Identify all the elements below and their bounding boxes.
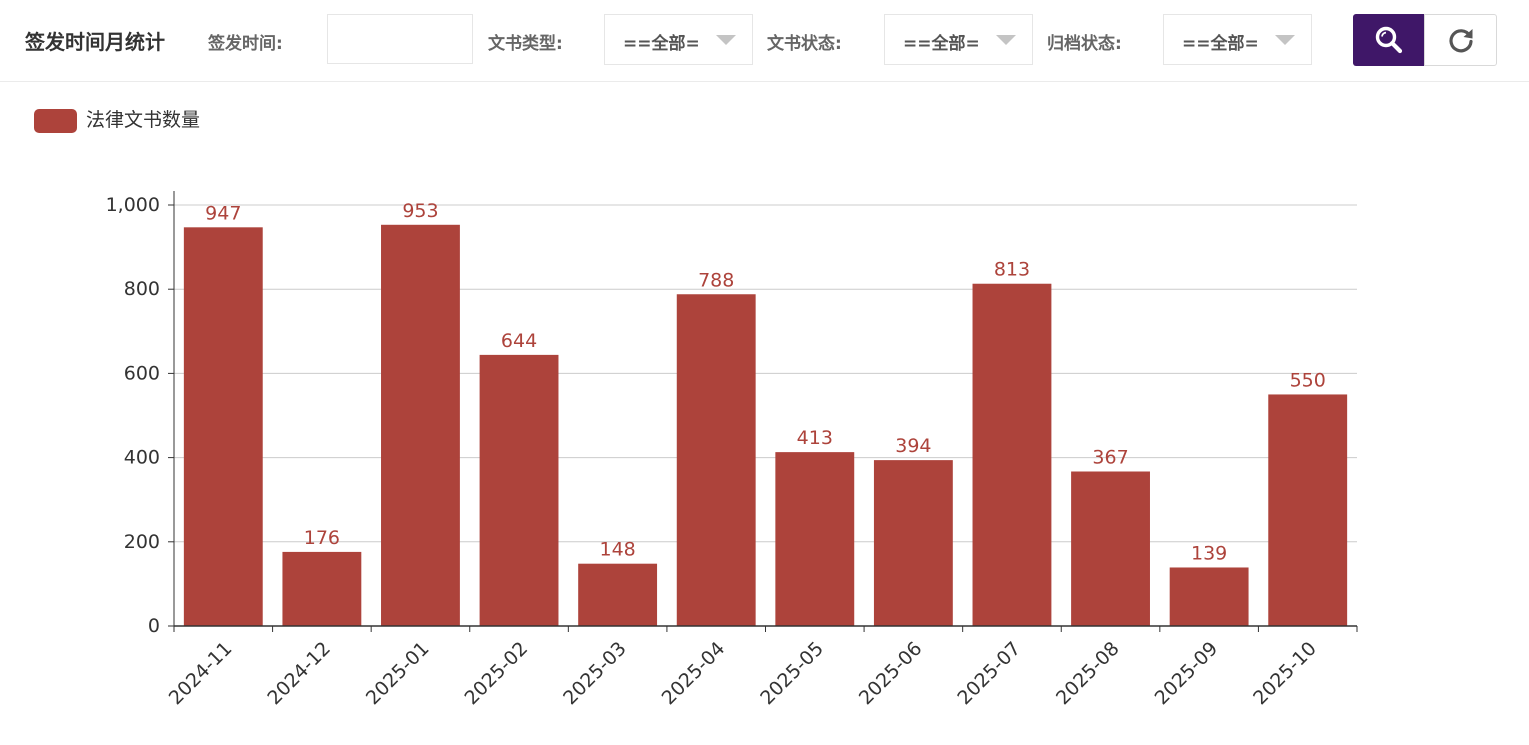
doc-type-label: 文书类型: bbox=[488, 34, 563, 54]
doc-type-select[interactable]: ==全部= bbox=[604, 14, 753, 65]
y-tick-label: 0 bbox=[148, 615, 160, 637]
doc-status-select[interactable]: ==全部= bbox=[884, 14, 1033, 65]
bar bbox=[676, 294, 756, 626]
y-tick-label: 800 bbox=[124, 278, 160, 300]
chevron-down-icon bbox=[716, 35, 736, 45]
chevron-down-icon bbox=[996, 35, 1016, 45]
bar bbox=[183, 227, 263, 627]
data-label: 176 bbox=[304, 527, 340, 549]
bar bbox=[1071, 471, 1150, 626]
data-label: 947 bbox=[205, 202, 241, 224]
data-label: 139 bbox=[1191, 542, 1227, 564]
y-tick-label: 200 bbox=[124, 531, 160, 553]
refresh-icon bbox=[1448, 29, 1473, 53]
x-tick-label: 2025-06 bbox=[855, 638, 927, 710]
legend-swatch bbox=[34, 109, 77, 133]
x-tick-label: 2025-01 bbox=[362, 638, 434, 710]
x-tick-label: 2025-04 bbox=[658, 638, 730, 710]
archive-status-value: ==全部= bbox=[1182, 34, 1259, 54]
x-tick-label: 2025-02 bbox=[460, 638, 532, 710]
bar bbox=[282, 551, 362, 626]
x-tick-label: 2025-08 bbox=[1052, 638, 1124, 710]
data-label: 813 bbox=[994, 259, 1030, 281]
reset-button[interactable] bbox=[1424, 14, 1497, 66]
data-label: 367 bbox=[1092, 446, 1128, 468]
doc-type-value: ==全部= bbox=[623, 34, 700, 54]
bar bbox=[479, 354, 559, 626]
data-label: 788 bbox=[698, 269, 734, 291]
page-title: 签发时间月统计 bbox=[25, 30, 165, 54]
data-label: 644 bbox=[501, 330, 537, 352]
x-tick-label: 2025-05 bbox=[756, 638, 828, 710]
sign-time-input[interactable] bbox=[327, 14, 473, 64]
bar bbox=[1268, 394, 1348, 626]
chart-container: 法律文书数量 0 200 400 600 800 1,000 947 176 953 644 148… bbox=[0, 83, 1529, 745]
data-label: 394 bbox=[895, 435, 931, 457]
data-label: 413 bbox=[797, 427, 833, 449]
doc-status-value: ==全部= bbox=[903, 34, 980, 54]
y-tick-label: 400 bbox=[124, 447, 160, 469]
x-tick-label: 2024-12 bbox=[263, 638, 335, 710]
bar bbox=[775, 452, 855, 626]
sign-time-label: 签发时间: bbox=[208, 34, 283, 54]
bar bbox=[381, 224, 460, 627]
bar bbox=[873, 460, 953, 626]
data-label: 148 bbox=[599, 539, 635, 561]
y-tick-label: 600 bbox=[124, 362, 160, 384]
bar bbox=[1169, 567, 1249, 626]
x-tick-label: 2025-03 bbox=[559, 638, 631, 710]
archive-status-label: 归档状态: bbox=[1047, 34, 1122, 54]
bar-chart: 0 200 400 600 800 1,000 947 176 953 644 148 788 413 3… bbox=[106, 191, 1358, 710]
search-icon bbox=[1375, 26, 1403, 54]
x-tick-label: 2025-07 bbox=[953, 638, 1025, 710]
bar bbox=[578, 563, 658, 626]
data-label: 953 bbox=[402, 200, 438, 222]
x-tick-label: 2024-11 bbox=[165, 638, 237, 710]
doc-status-label: 文书状态: bbox=[767, 34, 842, 54]
x-tick-label: 2025-09 bbox=[1151, 638, 1223, 710]
chevron-down-icon bbox=[1275, 35, 1295, 45]
filter-toolbar: 签发时间月统计 签发时间: 文书类型: ==全部= 文书状态: ==全部= 归档… bbox=[0, 0, 1529, 82]
data-label: 550 bbox=[1290, 369, 1326, 391]
search-button[interactable] bbox=[1353, 14, 1425, 66]
bar bbox=[972, 283, 1052, 626]
x-tick-label: 2025-10 bbox=[1249, 638, 1321, 710]
archive-status-select[interactable]: ==全部= bbox=[1163, 14, 1312, 65]
y-tick-label: 1,000 bbox=[106, 194, 160, 216]
legend-label: 法律文书数量 bbox=[86, 109, 201, 131]
